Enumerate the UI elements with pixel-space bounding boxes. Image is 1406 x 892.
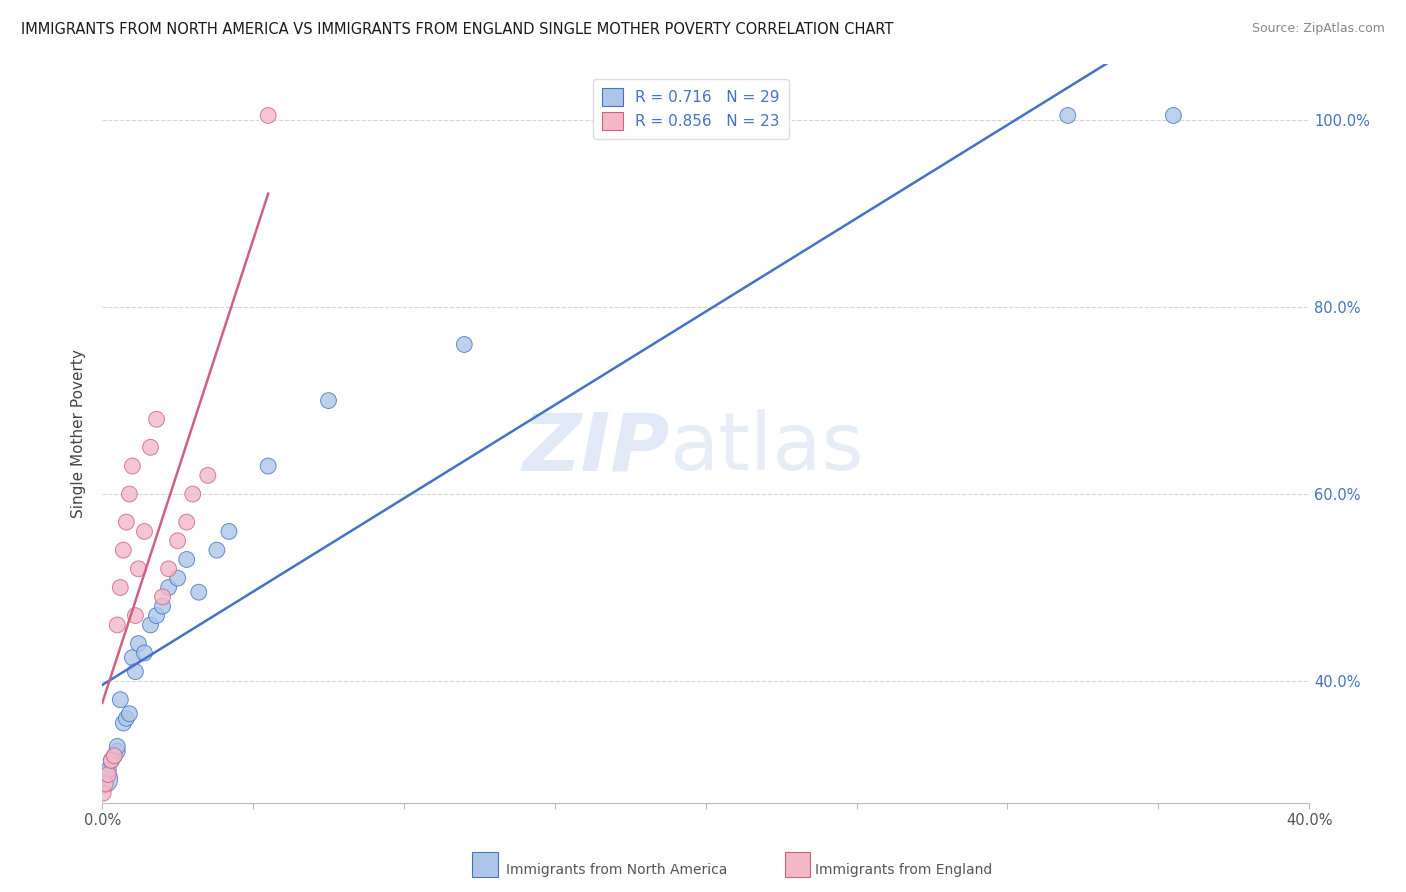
Point: [1163, 108, 1185, 122]
Point: [124, 608, 146, 623]
Point: [218, 524, 240, 539]
Point: [94, 777, 117, 791]
Point: [103, 748, 125, 763]
Point: [157, 581, 180, 595]
Point: [112, 716, 135, 731]
Point: [100, 754, 122, 768]
Text: atlas: atlas: [669, 409, 863, 487]
Point: [176, 552, 198, 566]
Point: [152, 599, 174, 614]
Point: [127, 562, 149, 576]
FancyBboxPatch shape: [472, 852, 498, 877]
Point: [176, 515, 198, 529]
Point: [134, 524, 156, 539]
Point: [118, 706, 141, 721]
Point: [145, 412, 167, 426]
Legend: R = 0.716   N = 29, R = 0.856   N = 23: R = 0.716 N = 29, R = 0.856 N = 23: [593, 79, 789, 139]
FancyBboxPatch shape: [785, 852, 810, 877]
Point: [127, 637, 149, 651]
Point: [139, 618, 162, 632]
Point: [105, 744, 128, 758]
Point: [197, 468, 219, 483]
Point: [91, 786, 114, 800]
Point: [94, 767, 117, 781]
Point: [110, 692, 132, 706]
Point: [121, 458, 143, 473]
Point: [118, 487, 141, 501]
Y-axis label: Single Mother Poverty: Single Mother Poverty: [72, 349, 86, 517]
Text: Immigrants from North America: Immigrants from North America: [506, 863, 727, 877]
Text: ZIP: ZIP: [522, 409, 669, 487]
Point: [152, 590, 174, 604]
Point: [1056, 108, 1078, 122]
Point: [115, 515, 138, 529]
Point: [453, 337, 475, 351]
Point: [97, 763, 120, 777]
Point: [157, 562, 180, 576]
Point: [166, 533, 188, 548]
Point: [93, 772, 115, 786]
Text: Immigrants from England: Immigrants from England: [815, 863, 993, 877]
Point: [110, 581, 132, 595]
Point: [145, 608, 167, 623]
Point: [97, 767, 120, 781]
Point: [112, 543, 135, 558]
Point: [103, 748, 125, 763]
Point: [181, 487, 204, 501]
Point: [100, 754, 122, 768]
Text: Source: ZipAtlas.com: Source: ZipAtlas.com: [1251, 22, 1385, 36]
Point: [105, 739, 128, 754]
Point: [257, 108, 280, 122]
Point: [318, 393, 340, 408]
Text: IMMIGRANTS FROM NORTH AMERICA VS IMMIGRANTS FROM ENGLAND SINGLE MOTHER POVERTY C: IMMIGRANTS FROM NORTH AMERICA VS IMMIGRA…: [21, 22, 893, 37]
Point: [187, 585, 209, 599]
Point: [257, 458, 280, 473]
Point: [134, 646, 156, 660]
Point: [205, 543, 228, 558]
Point: [166, 571, 188, 585]
Point: [105, 618, 128, 632]
Point: [139, 440, 162, 454]
Point: [124, 665, 146, 679]
Point: [121, 650, 143, 665]
Point: [115, 711, 138, 725]
